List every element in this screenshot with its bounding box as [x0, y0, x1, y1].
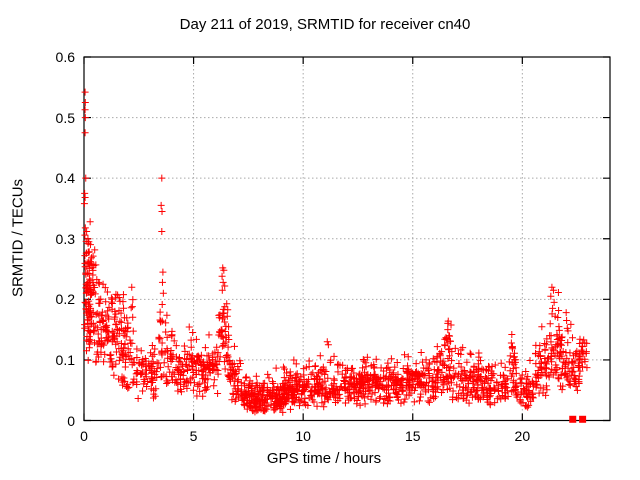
- y-tick-label: 0: [67, 412, 75, 429]
- y-tick-label: 0.4: [55, 170, 75, 187]
- x-tick-label: 15: [404, 428, 421, 444]
- x-tick-label: 0: [80, 428, 88, 444]
- y-tick-label: 0.3: [55, 230, 75, 247]
- y-tick-label: 0.6: [55, 49, 75, 65]
- x-tick-label: 5: [189, 428, 198, 444]
- y-tick-label: 0.5: [55, 109, 75, 126]
- y-tick-label: 0.1: [55, 351, 75, 368]
- x-tick-label: 10: [295, 428, 311, 444]
- x-tick-label: 20: [514, 428, 531, 444]
- y-tick-label: 0.2: [55, 291, 75, 308]
- chart-title: Day 211 of 2019, SRMTID for receiver cn4…: [179, 16, 471, 33]
- x-axis-label: GPS time / hours: [266, 450, 382, 467]
